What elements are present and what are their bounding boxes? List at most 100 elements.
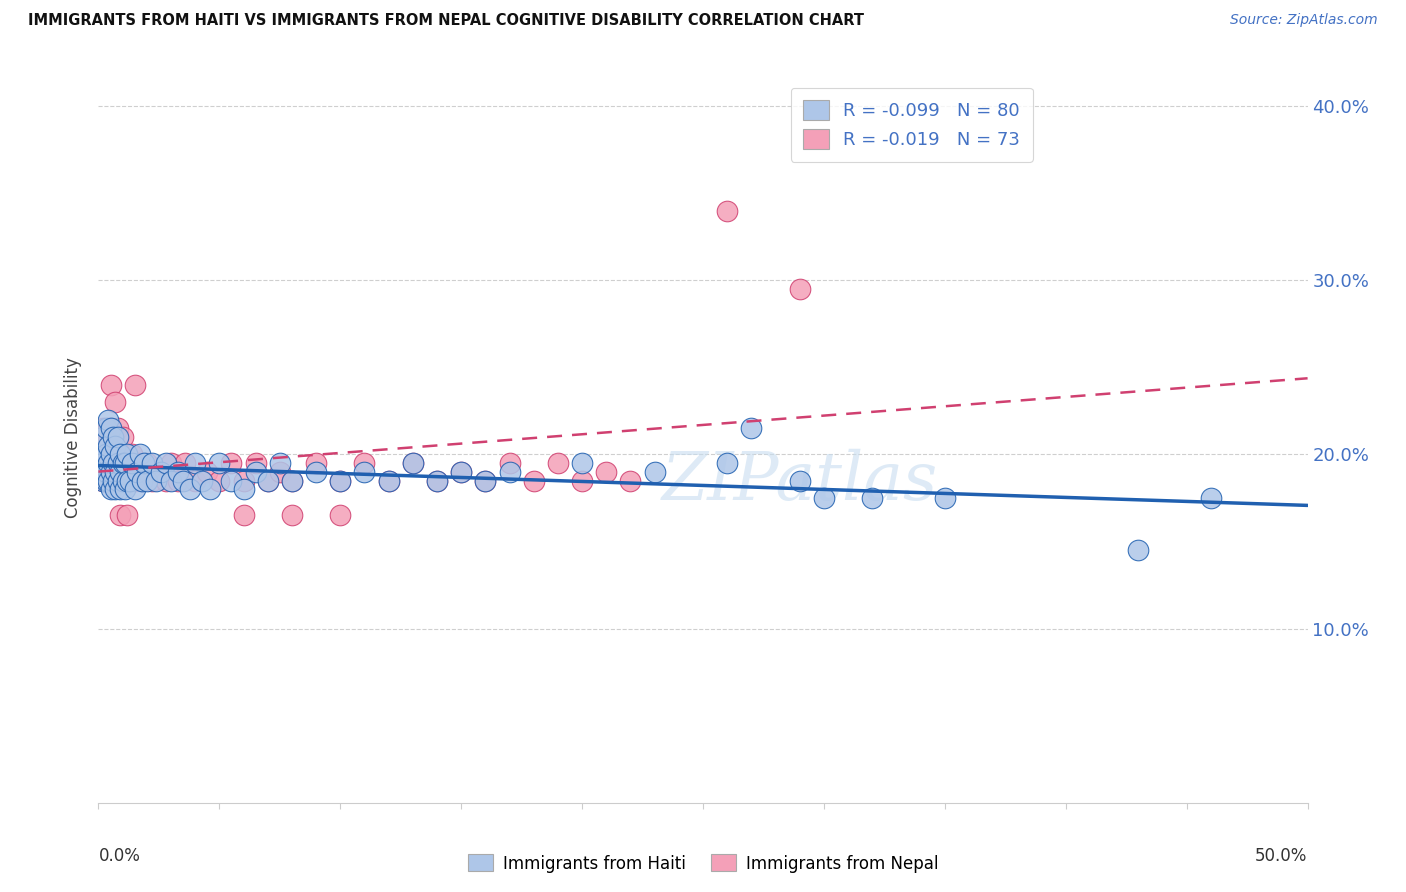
Point (104, 439, 127, 453)
Point (281, 474, 304, 488)
Point (256, 474, 278, 488)
Point (100, 377, 122, 392)
Point (97, 412, 120, 426)
Point (91, 430, 114, 444)
Point (595, 465, 617, 479)
Point (256, 474, 278, 488)
Legend: R = -0.099   N = 80, R = -0.019   N = 73: R = -0.099 N = 80, R = -0.019 N = 73 (790, 87, 1032, 161)
Point (107, 456, 129, 470)
Point (1199, 491, 1222, 505)
Point (101, 430, 124, 444)
Point (111, 456, 134, 470)
Point (108, 474, 131, 488)
Point (402, 456, 425, 470)
Point (114, 456, 136, 470)
Point (245, 456, 267, 470)
Point (160, 456, 183, 470)
Point (124, 474, 146, 488)
Point (141, 456, 163, 470)
Point (100, 465, 122, 479)
Point (107, 456, 129, 470)
Point (101, 474, 124, 488)
Point (90, 456, 112, 470)
Point (104, 395, 127, 409)
Point (100, 474, 122, 488)
Point (91, 421, 114, 435)
Point (191, 474, 214, 488)
Point (148, 465, 170, 479)
Point (114, 474, 136, 488)
Point (108, 483, 131, 497)
Point (117, 456, 139, 470)
Point (141, 474, 163, 488)
Point (134, 456, 156, 470)
Point (353, 465, 375, 479)
Point (127, 465, 149, 479)
Point (498, 465, 520, 479)
Point (91, 474, 114, 488)
Point (111, 456, 134, 470)
Point (716, 456, 738, 470)
Point (167, 474, 190, 488)
Point (145, 474, 167, 488)
Point (179, 483, 201, 497)
Point (121, 448, 143, 462)
Point (789, 282, 811, 296)
Point (104, 465, 127, 479)
Point (108, 448, 131, 462)
Point (208, 456, 231, 470)
Point (450, 465, 472, 479)
Point (155, 456, 177, 470)
Point (101, 456, 124, 470)
Point (114, 483, 136, 497)
Point (305, 456, 328, 470)
Point (97, 456, 120, 470)
Point (121, 456, 143, 470)
Point (91, 456, 114, 470)
Point (402, 456, 425, 470)
Point (232, 508, 254, 523)
Point (329, 508, 352, 523)
Point (523, 474, 546, 488)
Point (329, 474, 352, 488)
Point (90, 448, 112, 462)
Point (281, 474, 304, 488)
Point (232, 483, 254, 497)
Point (111, 474, 134, 488)
Point (281, 508, 304, 523)
Point (108, 448, 131, 462)
Point (124, 377, 146, 392)
Point (740, 421, 762, 435)
Point (97, 474, 120, 488)
Point (104, 483, 127, 497)
Point (131, 474, 153, 488)
Point (135, 456, 157, 470)
Point (101, 474, 124, 488)
Point (91, 456, 114, 470)
Point (305, 465, 328, 479)
Point (547, 456, 569, 470)
Point (150, 465, 173, 479)
Point (131, 474, 153, 488)
Point (172, 474, 194, 488)
Point (716, 203, 738, 218)
Point (184, 456, 207, 470)
Point (100, 483, 122, 497)
Point (269, 456, 291, 470)
Point (101, 430, 124, 444)
Point (100, 448, 122, 462)
Text: ZIPatlas: ZIPatlas (662, 449, 938, 514)
Point (571, 474, 593, 488)
Point (426, 474, 449, 488)
Point (97, 439, 120, 453)
Point (174, 456, 197, 470)
Point (100, 448, 122, 462)
Point (90, 456, 112, 470)
Point (127, 456, 149, 470)
Point (104, 474, 127, 488)
Point (860, 491, 883, 505)
Point (101, 456, 124, 470)
Legend: Immigrants from Haiti, Immigrants from Nepal: Immigrants from Haiti, Immigrants from N… (461, 847, 945, 880)
Text: 0.0%: 0.0% (98, 847, 141, 864)
Point (108, 465, 131, 479)
